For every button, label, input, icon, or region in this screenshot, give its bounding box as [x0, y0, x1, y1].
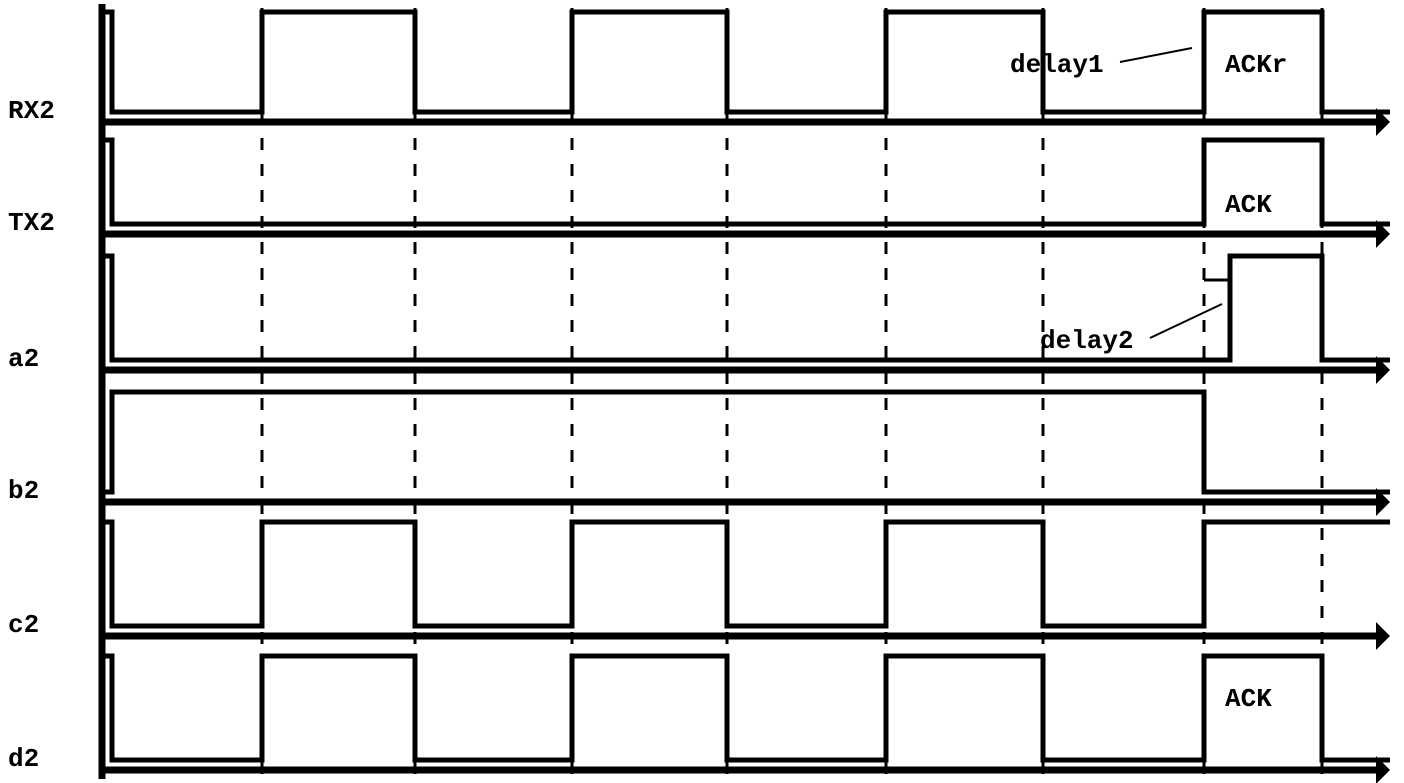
annotation-delay1: delay1 [1010, 50, 1104, 80]
timing-svg [0, 0, 1404, 783]
annotation-delay2: delay2 [1040, 326, 1134, 356]
label-b2: b2 [8, 476, 39, 506]
label-rx2: RX2 [8, 96, 55, 126]
timing-diagram: RX2 TX2 a2 b2 c2 d2 delay1 ACKr ACK dela… [0, 0, 1404, 783]
annotation-ack-tx2: ACK [1225, 190, 1272, 220]
annotation-ackr: ACKr [1225, 50, 1287, 80]
label-a2: a2 [8, 344, 39, 374]
annotation-ack-d2: ACK [1225, 684, 1272, 714]
label-d2: d2 [8, 744, 39, 774]
label-c2: c2 [8, 610, 39, 640]
label-tx2: TX2 [8, 208, 55, 238]
